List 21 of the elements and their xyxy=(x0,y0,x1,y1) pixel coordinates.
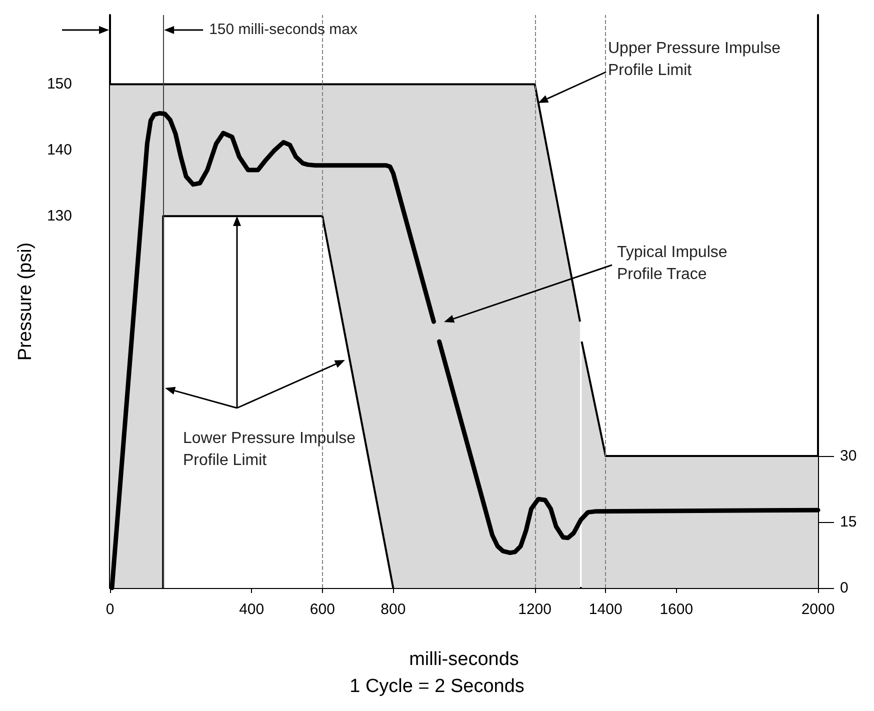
x-tick-label: 0 xyxy=(106,601,114,618)
y-tick-label: 140 xyxy=(46,142,72,159)
annotation: Lower Pressure Impulse Profile Limit xyxy=(183,429,357,471)
x-tick-label: 1400 xyxy=(588,601,622,618)
y2-tick-label: 15 xyxy=(840,513,857,530)
x-axis-title: milli-seconds xyxy=(409,649,519,670)
annotation: Typical Impulse Profile Trace xyxy=(617,243,728,285)
x-tick-label: 1600 xyxy=(660,601,694,618)
y2-tick-label: 0 xyxy=(840,580,848,596)
y2-tick-label: 30 xyxy=(840,447,857,464)
text: 1 Cycle = 2 Seconds xyxy=(348,676,526,698)
x-tick-label: 2000 xyxy=(801,601,835,618)
x-tick-label: 600 xyxy=(310,601,335,618)
annotation: Upper Pressure Impulse Profile Limit xyxy=(608,39,782,81)
x-tick-label: 400 xyxy=(239,601,264,618)
ref-line-label: 150 milli-seconds max xyxy=(209,20,358,40)
y-tick-label: 150 xyxy=(46,76,72,93)
x-tick-label: 1200 xyxy=(518,601,552,618)
x-tick-label: 800 xyxy=(380,601,406,618)
y-tick-label: 130 xyxy=(46,208,72,225)
y-axis-title: Pressure (psi) xyxy=(15,242,36,361)
